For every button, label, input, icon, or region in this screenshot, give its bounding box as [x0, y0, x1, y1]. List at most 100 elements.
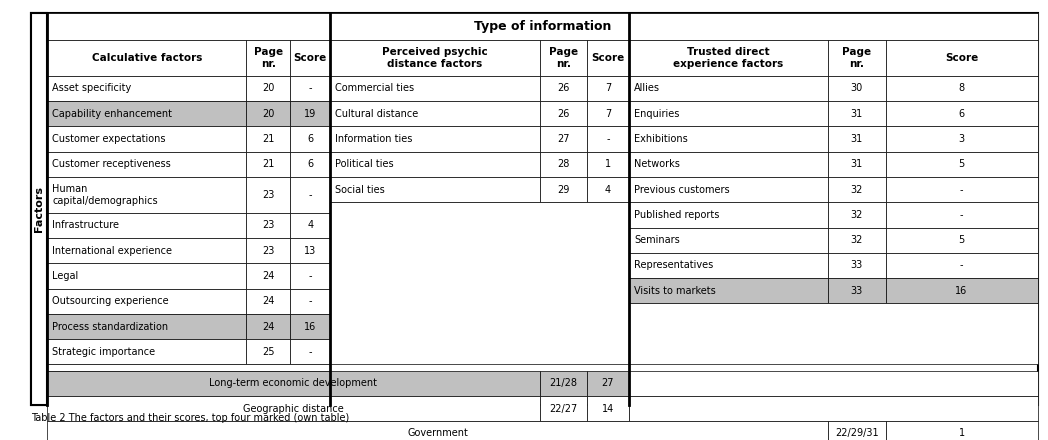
- Text: Geographic distance: Geographic distance: [243, 404, 344, 414]
- Bar: [290, 264, 330, 289]
- Text: Published reports: Published reports: [634, 210, 719, 220]
- Bar: [828, 422, 886, 440]
- Bar: [540, 126, 587, 152]
- Bar: [290, 339, 330, 364]
- Text: 1: 1: [959, 428, 964, 438]
- Bar: [629, 278, 828, 304]
- Bar: [47, 364, 330, 371]
- Text: 24: 24: [262, 296, 275, 306]
- Bar: [290, 238, 330, 264]
- Text: 4: 4: [307, 220, 313, 231]
- Text: 23: 23: [262, 246, 275, 256]
- Bar: [629, 76, 828, 101]
- Text: Social ties: Social ties: [335, 185, 385, 194]
- Bar: [246, 339, 290, 364]
- Text: -: -: [960, 185, 963, 194]
- Bar: [47, 289, 246, 314]
- Bar: [629, 101, 828, 126]
- Bar: [246, 213, 290, 238]
- Text: 6: 6: [307, 134, 313, 144]
- Bar: [47, 314, 246, 339]
- Bar: [629, 227, 828, 253]
- Text: 23: 23: [262, 220, 275, 231]
- Bar: [629, 177, 828, 202]
- Text: 31: 31: [851, 134, 863, 144]
- Text: 33: 33: [851, 260, 863, 271]
- Text: 22/27: 22/27: [549, 404, 577, 414]
- Text: -: -: [960, 210, 963, 220]
- Text: Asset specificity: Asset specificity: [52, 84, 132, 93]
- Text: 5: 5: [959, 159, 964, 169]
- Text: 32: 32: [851, 210, 863, 220]
- Bar: [290, 76, 330, 101]
- Bar: [587, 371, 629, 396]
- Text: 20: 20: [262, 109, 275, 119]
- Text: Networks: Networks: [634, 159, 680, 169]
- Bar: [540, 76, 587, 101]
- Text: Page
nr.: Page nr.: [254, 47, 283, 69]
- Text: Outsourcing experience: Outsourcing experience: [52, 296, 169, 306]
- Bar: [47, 339, 246, 364]
- Text: Perceived psychic
distance factors: Perceived psychic distance factors: [383, 47, 487, 69]
- Bar: [47, 177, 246, 213]
- Text: -: -: [308, 296, 312, 306]
- Bar: [47, 371, 540, 396]
- Bar: [330, 101, 540, 126]
- Text: 30: 30: [851, 84, 863, 93]
- Bar: [629, 253, 828, 278]
- Text: 4: 4: [605, 185, 611, 194]
- Text: Previous customers: Previous customers: [634, 185, 729, 194]
- Text: 23: 23: [262, 190, 275, 200]
- Text: Page
nr.: Page nr.: [843, 47, 871, 69]
- Text: 27: 27: [558, 134, 569, 144]
- Text: International experience: International experience: [52, 246, 173, 256]
- Bar: [828, 40, 886, 76]
- Text: 6: 6: [959, 109, 964, 119]
- Text: Human
capital/demographics: Human capital/demographics: [52, 184, 158, 205]
- Bar: [587, 76, 629, 101]
- Text: 16: 16: [956, 286, 967, 296]
- Text: -: -: [960, 260, 963, 271]
- Bar: [828, 177, 886, 202]
- Text: Representatives: Representatives: [634, 260, 714, 271]
- Bar: [290, 101, 330, 126]
- Bar: [540, 152, 587, 177]
- Text: Enquiries: Enquiries: [634, 109, 679, 119]
- Text: 24: 24: [262, 322, 275, 332]
- Bar: [587, 126, 629, 152]
- Text: Customer expectations: Customer expectations: [52, 134, 166, 144]
- Bar: [47, 238, 246, 264]
- Text: 3: 3: [959, 134, 964, 144]
- Bar: [246, 101, 290, 126]
- Bar: [629, 202, 828, 227]
- Bar: [886, 76, 1038, 101]
- Bar: [47, 152, 246, 177]
- Bar: [587, 177, 629, 202]
- Bar: [246, 238, 290, 264]
- Bar: [290, 213, 330, 238]
- Text: 21: 21: [262, 134, 275, 144]
- Text: Visits to markets: Visits to markets: [634, 286, 716, 296]
- Text: Table 2 The factors and their scores, top four marked (own table): Table 2 The factors and their scores, to…: [31, 413, 350, 423]
- Text: Calculative factors: Calculative factors: [91, 53, 202, 63]
- Text: Type of information: Type of information: [474, 20, 611, 33]
- Text: 22/29/31: 22/29/31: [835, 428, 878, 438]
- Bar: [886, 253, 1038, 278]
- Bar: [886, 227, 1038, 253]
- Bar: [540, 396, 587, 422]
- Text: Capability enhancement: Capability enhancement: [52, 109, 173, 119]
- Bar: [828, 227, 886, 253]
- Text: 14: 14: [602, 404, 614, 414]
- Bar: [246, 40, 290, 76]
- Text: Trusted direct
experience factors: Trusted direct experience factors: [673, 47, 784, 69]
- Text: 20: 20: [262, 84, 275, 93]
- Text: Long-term economic development: Long-term economic development: [210, 378, 377, 389]
- Text: 7: 7: [605, 109, 611, 119]
- Text: Political ties: Political ties: [335, 159, 394, 169]
- Bar: [246, 76, 290, 101]
- Text: 26: 26: [558, 84, 569, 93]
- Text: 31: 31: [851, 109, 863, 119]
- Text: Information ties: Information ties: [335, 134, 413, 144]
- Bar: [47, 101, 246, 126]
- Text: Seminars: Seminars: [634, 235, 680, 245]
